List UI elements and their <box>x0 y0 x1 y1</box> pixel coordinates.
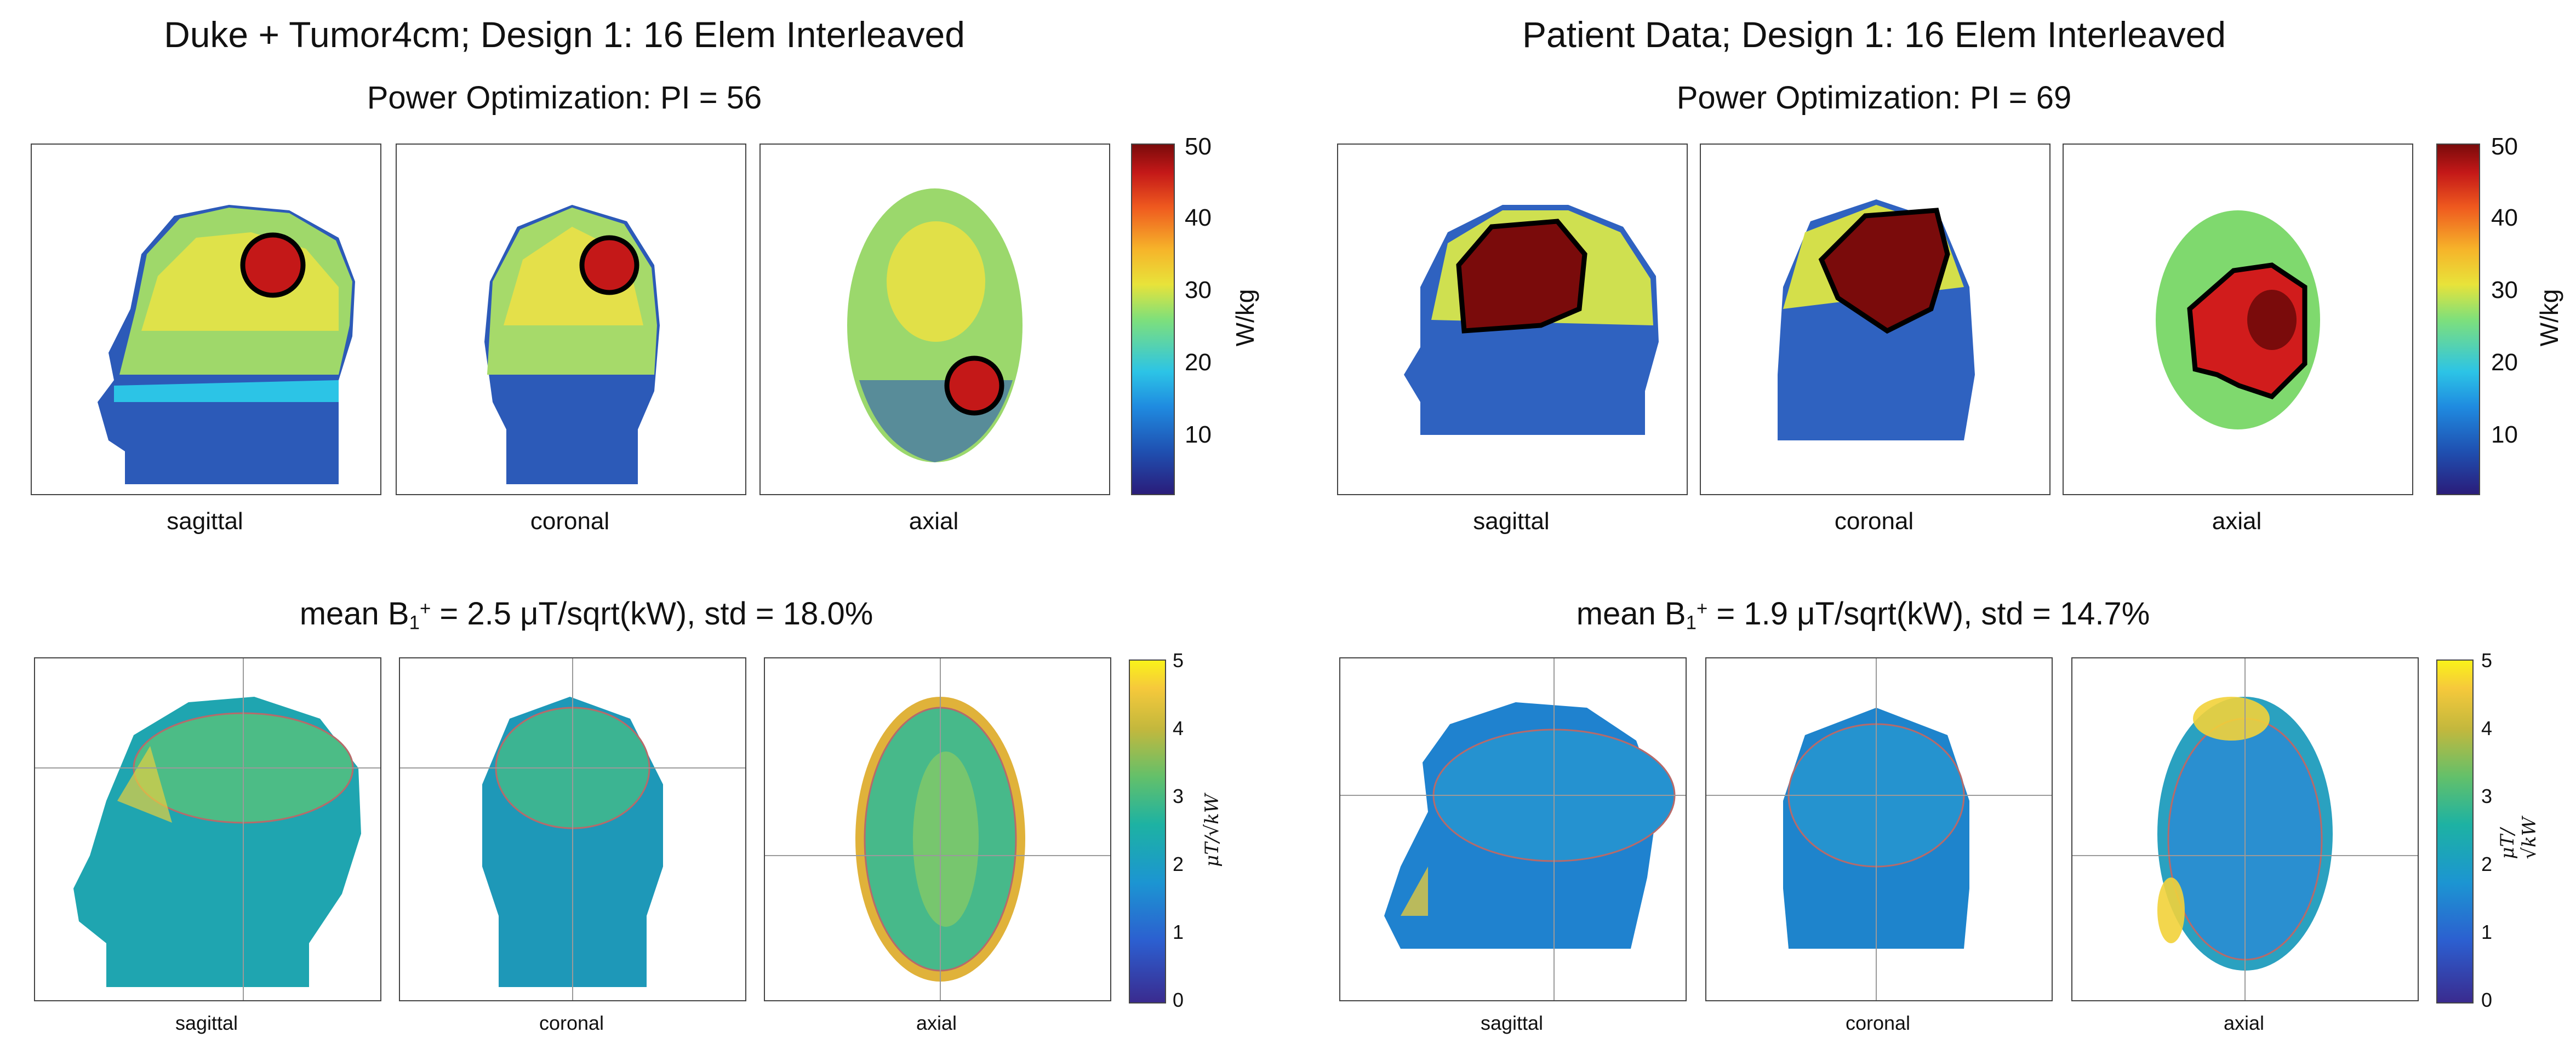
left-sar-coronal-panel <box>396 144 746 495</box>
left-b1-unit: μT/√kW <box>1201 794 1223 867</box>
right-bottom-label-sagittal: sagittal <box>1480 1012 1544 1034</box>
right-sar-axial-panel <box>2063 144 2413 495</box>
right-sar-coronal-panel <box>1700 144 2050 495</box>
right-b1-axial-map <box>2072 658 2418 1000</box>
left-bottom-label-axial: axial <box>916 1012 957 1034</box>
right-b1-axial-panel <box>2071 657 2419 1001</box>
right-top-label-axial: axial <box>2212 508 2262 535</box>
left-sar-sagittal-map <box>98 205 355 484</box>
right-b1-sagittal-panel <box>1339 657 1687 1001</box>
right-sar-coronal-map <box>1778 199 1975 440</box>
right-b1-coronal-map <box>1706 658 2052 1000</box>
right-top-label-coronal: coronal <box>1834 508 1914 535</box>
left-sar-coronal-map <box>484 205 660 484</box>
left-b1-tick-0: 0 <box>1173 989 1184 1011</box>
right-b1-tick-0: 0 <box>2481 989 2493 1011</box>
right-sar-sagittal-map <box>1404 205 1659 435</box>
right-top-label-sagittal: sagittal <box>1473 508 1550 535</box>
left-sar-tick-10: 10 <box>1185 421 1212 448</box>
left-b1-tick-4: 4 <box>1173 717 1184 739</box>
left-sar-unit: W/kg <box>1231 289 1259 347</box>
right-sar-sagittal-panel <box>1337 144 1688 495</box>
right-b1-colorbar <box>2436 659 2474 1003</box>
left-b1-tick-1: 1 <box>1173 921 1184 943</box>
right-sar-tick-20: 20 <box>2491 349 2518 376</box>
left-b1-sagittal-panel <box>34 657 381 1001</box>
left-b1-tick-2: 2 <box>1173 853 1184 875</box>
right-sar-colorbar <box>2436 144 2480 495</box>
left-top-label-axial: axial <box>909 508 959 535</box>
left-sar-axial-panel <box>759 144 1110 495</box>
left-power-title: Power Optimization: PI = 56 <box>367 80 762 116</box>
left-b1-tick-5: 5 <box>1173 649 1184 672</box>
left-bottom-label-sagittal: sagittal <box>175 1012 238 1034</box>
left-top-label-coronal: coronal <box>530 508 610 535</box>
right-b1-title: mean B1+ = 1.9 μT/sqrt(kW), std = 14.7% <box>1576 596 2150 634</box>
right-sar-axial-map <box>2156 210 2320 429</box>
left-sar-axial-map <box>847 188 1023 462</box>
right-b1-sagittal-map <box>1340 658 1686 1000</box>
right-b1-tick-5: 5 <box>2481 649 2493 672</box>
right-sar-tick-10: 10 <box>2491 421 2518 448</box>
left-b1-tick-3: 3 <box>1173 785 1184 807</box>
left-sar-tick-50: 50 <box>1185 133 1212 160</box>
right-b1-tick-4: 4 <box>2481 717 2493 739</box>
right-b1-coronal-panel <box>1705 657 2053 1001</box>
left-sar-tick-40: 40 <box>1185 204 1212 231</box>
right-b1-tick-2: 2 <box>2481 853 2493 875</box>
right-bottom-label-axial: axial <box>2223 1012 2265 1034</box>
left-sar-sagittal-panel <box>31 144 381 495</box>
right-figure-title: Patient Data; Design 1: 16 Elem Interlea… <box>1522 14 2226 55</box>
left-b1-coronal-panel <box>399 657 746 1001</box>
left-top-label-sagittal: sagittal <box>167 508 243 535</box>
right-b1-tick-3: 3 <box>2481 785 2493 807</box>
left-b1-sagittal-map <box>35 658 380 1000</box>
right-bottom-label-coronal: coronal <box>1845 1012 1911 1034</box>
left-sar-tick-30: 30 <box>1185 277 1212 303</box>
left-b1-axial-map <box>765 658 1110 1000</box>
left-sar-tick-20: 20 <box>1185 349 1212 376</box>
right-sar-tick-30: 30 <box>2491 277 2518 303</box>
right-sar-tick-40: 40 <box>2491 204 2518 231</box>
left-b1-colorbar <box>1129 659 1166 1003</box>
right-power-title: Power Optimization: PI = 69 <box>1676 80 2072 116</box>
left-b1-axial-panel <box>764 657 1111 1001</box>
left-b1-coronal-map <box>400 658 745 1000</box>
right-sar-tick-50: 50 <box>2491 133 2518 160</box>
left-figure-title: Duke + Tumor4cm; Design 1: 16 Elem Inter… <box>164 14 965 55</box>
right-b1-tick-1: 1 <box>2481 921 2493 943</box>
left-bottom-label-coronal: coronal <box>539 1012 604 1034</box>
left-b1-title: mean B1+ = 2.5 μT/sqrt(kW), std = 18.0% <box>299 596 873 634</box>
right-sar-unit: W/kg <box>2535 289 2563 347</box>
left-sar-colorbar <box>1131 144 1175 495</box>
right-b1-unit: μT/√kW <box>2497 817 2540 859</box>
